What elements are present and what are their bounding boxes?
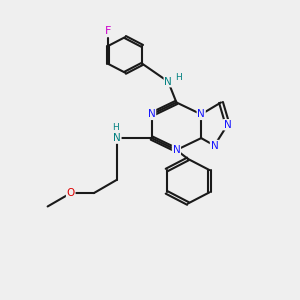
Text: N: N [197, 109, 205, 119]
Text: N: N [224, 120, 232, 130]
Text: N: N [172, 145, 180, 155]
Text: N: N [113, 133, 121, 143]
Text: N: N [148, 109, 155, 119]
Text: H: H [175, 73, 182, 82]
Text: H: H [112, 123, 119, 132]
Text: N: N [211, 140, 218, 151]
Text: O: O [67, 188, 75, 198]
Text: N: N [164, 76, 172, 87]
Text: F: F [105, 26, 111, 36]
